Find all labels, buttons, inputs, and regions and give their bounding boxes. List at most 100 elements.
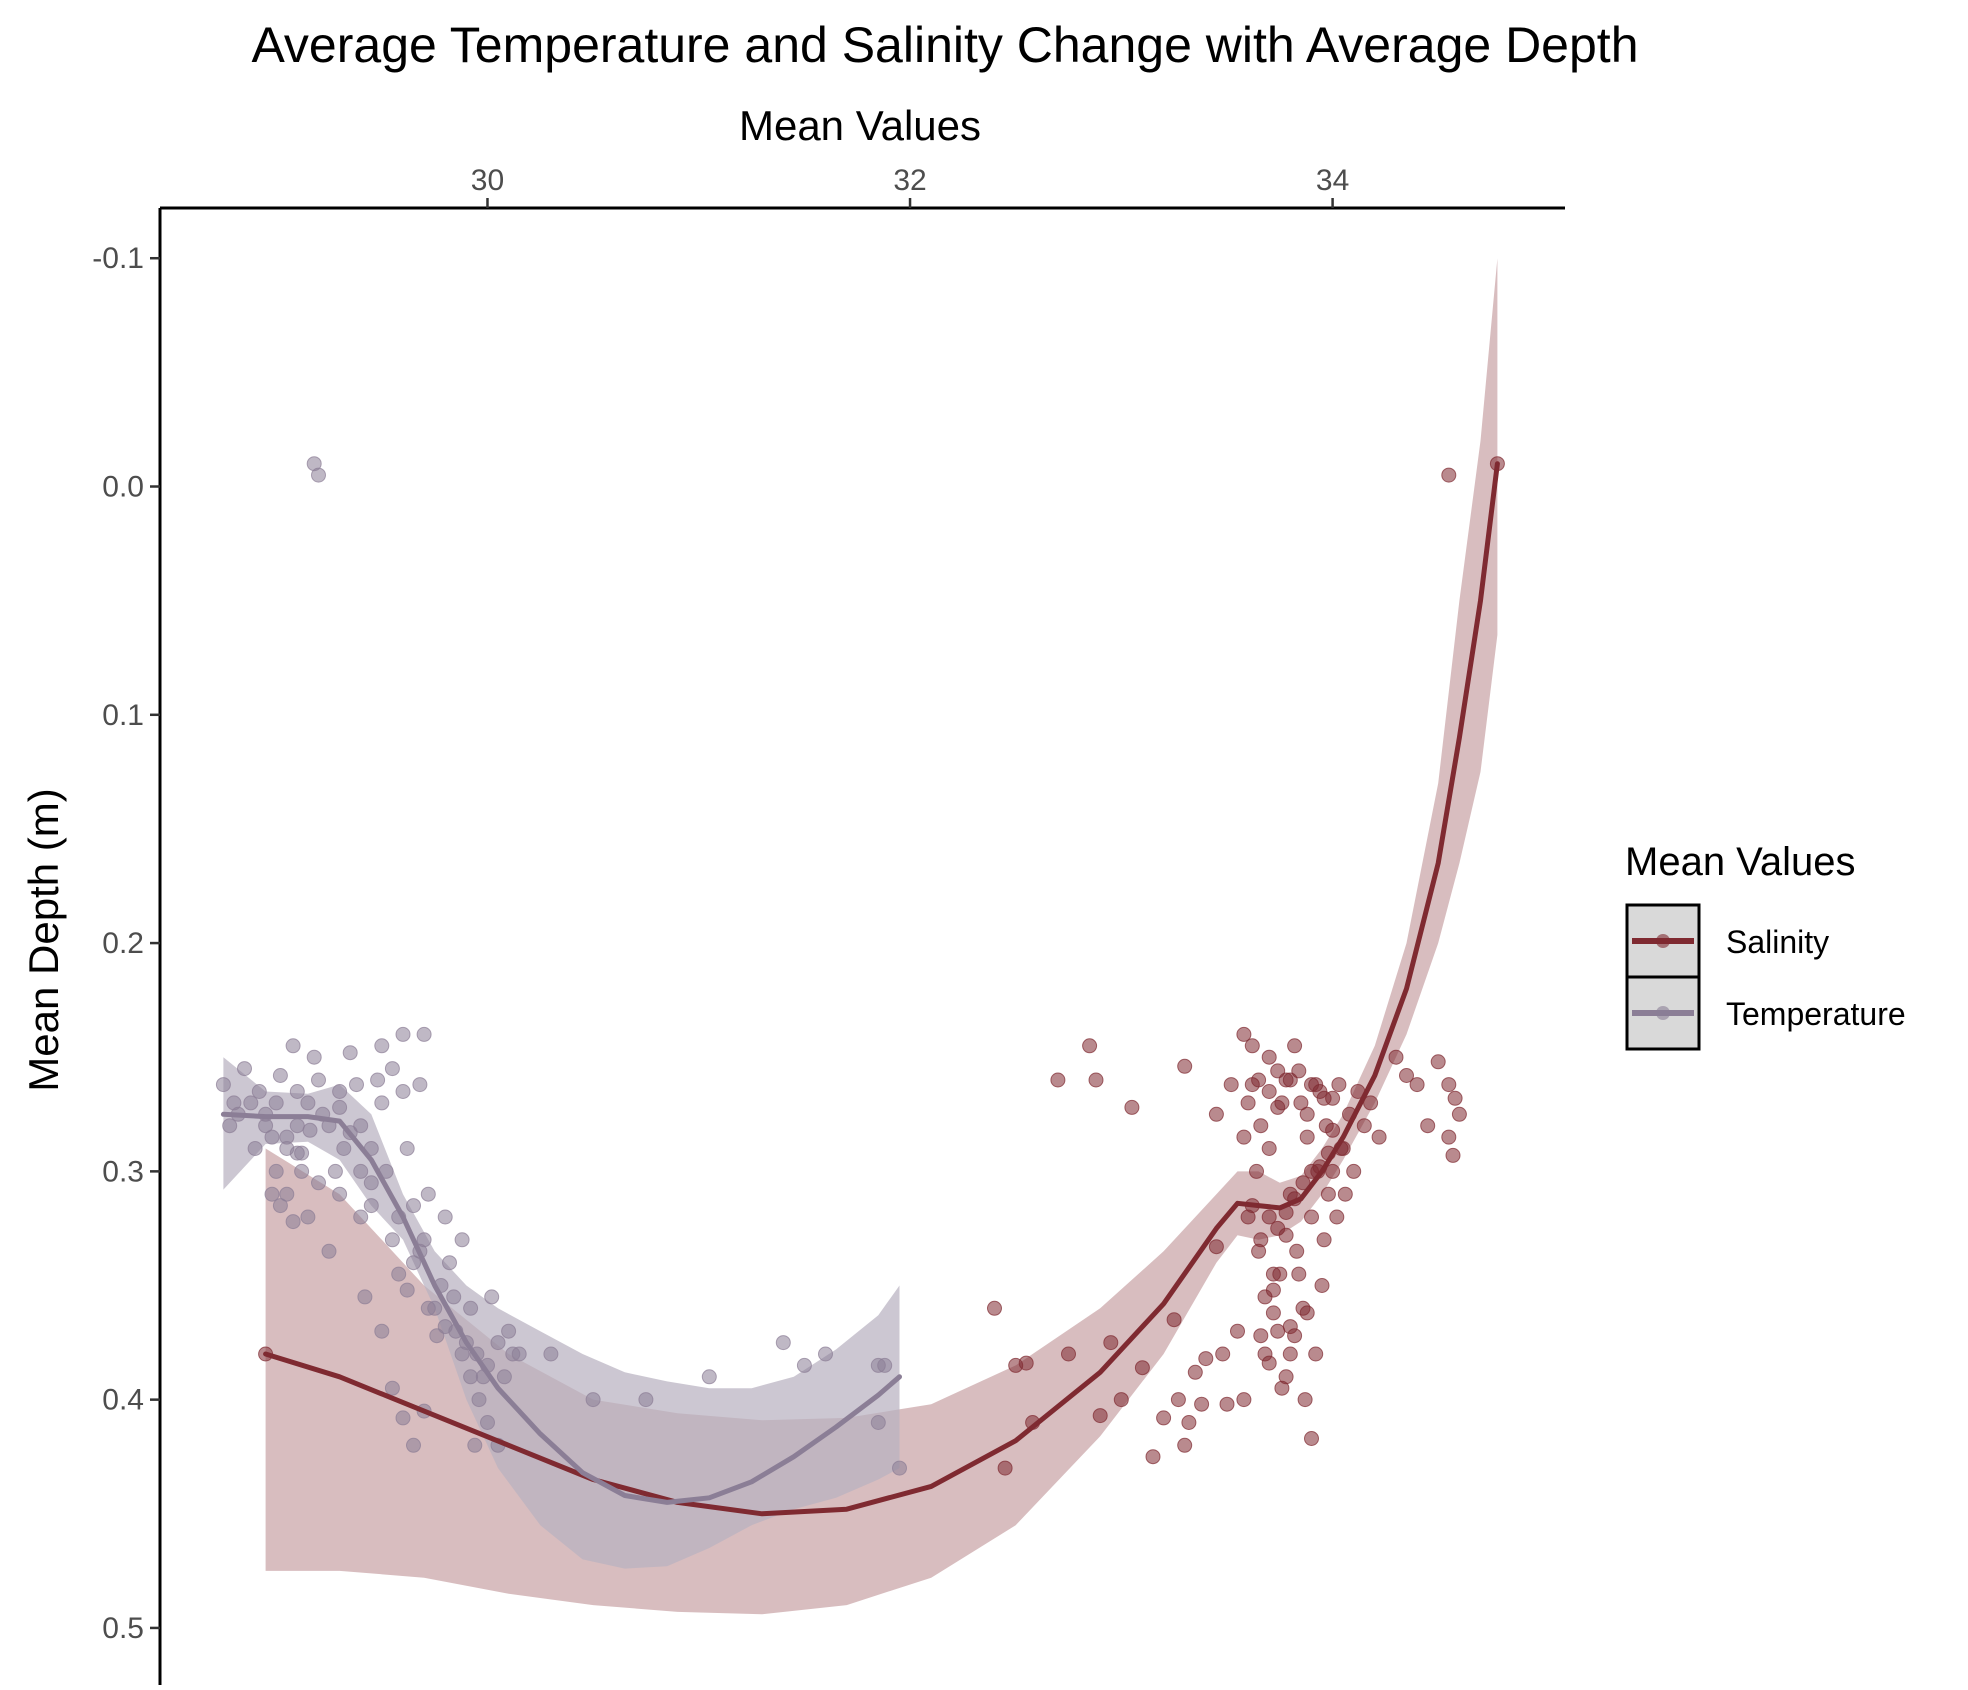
salinity-point-114: [1278, 1227, 1294, 1243]
y-tick-label-4: 0.3: [102, 1155, 144, 1188]
salinity-point-92: [1274, 1095, 1290, 1111]
salinity-point-30: [1230, 1323, 1245, 1339]
temperature-point-40: [374, 1038, 390, 1054]
salinity-confidence-band: [265, 258, 1498, 1615]
temperature-point-77: [543, 1346, 559, 1362]
salinity-point-75: [1371, 1129, 1387, 1145]
salinity-point-27: [1215, 1346, 1231, 1362]
plot-area: [215, 258, 1505, 1615]
salinity-point-81: [1441, 1129, 1457, 1145]
temperature-point-58: [442, 1255, 457, 1271]
temperature-point-13: [272, 1068, 288, 1083]
salinity-point-57: [1308, 1346, 1324, 1362]
temperature-point-82: [796, 1357, 812, 1373]
temperature-point-74: [406, 1437, 421, 1453]
salinity-point-20: [1177, 1058, 1193, 1074]
temperature-point-109: [264, 1186, 280, 1202]
temperature-point-52: [416, 1026, 432, 1042]
temperature-point-106: [480, 1415, 495, 1430]
temperature-point-99: [420, 1300, 436, 1316]
salinity-point-108: [1251, 1243, 1267, 1259]
salinity-point-61: [1316, 1232, 1332, 1248]
salinity-point-119: [1299, 1305, 1315, 1321]
salinity-point-2: [997, 1460, 1013, 1476]
salinity-point-24: [1198, 1351, 1214, 1367]
temperature-point-43: [384, 1232, 400, 1248]
temperature-point-113: [302, 1122, 318, 1138]
temperature-point-69: [501, 1323, 517, 1339]
salinity-point-53: [1299, 1129, 1315, 1145]
salinity-point-111: [1270, 1323, 1286, 1339]
temperature-point-110: [272, 1198, 288, 1214]
temperature-point-67: [490, 1335, 506, 1351]
temperature-point-101: [437, 1319, 453, 1335]
temperature-point-90: [279, 1129, 295, 1145]
salinity-point-9: [1088, 1072, 1104, 1088]
x-tick-label-1: 32: [893, 164, 926, 197]
salinity-point-63: [1320, 1186, 1336, 1202]
chart-title: Average Temperature and Salinity Change …: [251, 17, 1638, 73]
temperature-point-78: [585, 1392, 601, 1408]
salinity-point-69: [1337, 1186, 1353, 1202]
salinity-point-49: [1289, 1243, 1305, 1259]
temperature-point-72: [384, 1380, 400, 1396]
salinity-point-34: [1244, 1038, 1260, 1054]
temperature-point-57: [437, 1209, 453, 1225]
temperature-point-71: [374, 1323, 390, 1339]
temperature-point-16: [285, 1038, 301, 1054]
temperature-point-50: [406, 1255, 421, 1271]
salinity-point-97: [1316, 1090, 1332, 1106]
temperature-point-6: [247, 1141, 263, 1156]
temperature-point-95: [363, 1175, 379, 1191]
temperature-point-19: [294, 1163, 310, 1179]
salinity-point-116: [1261, 1355, 1277, 1371]
salinity-point-104: [1295, 1175, 1311, 1191]
salinity-point-18: [1170, 1392, 1186, 1408]
legend-title: Mean Values: [1625, 840, 1856, 884]
salinity-point-91: [1270, 1063, 1286, 1079]
temperature-point-112: [294, 1145, 310, 1161]
temperature-point-73: [395, 1410, 411, 1426]
legend-key-salinity-point: [1656, 934, 1670, 948]
legend-label-temperature: Temperature: [1726, 996, 1906, 1032]
salinity-point-120: [1265, 1282, 1281, 1298]
salinity-point-19: [1177, 1437, 1193, 1453]
temperature-point-62: [463, 1300, 479, 1316]
salinity-point-93: [1282, 1072, 1298, 1088]
temperature-point-86: [870, 1415, 886, 1430]
salinity-point-14: [1134, 1360, 1150, 1376]
temperature-point-111: [285, 1214, 301, 1230]
salinity-point-33: [1240, 1095, 1256, 1111]
salinity-point-98: [1325, 1122, 1341, 1138]
salinity-point-6: [1050, 1072, 1066, 1088]
salinity-point-76: [1388, 1049, 1404, 1065]
salinity-point-94: [1291, 1063, 1307, 1079]
temperature-point-29: [332, 1186, 348, 1202]
salinity-point-79: [1420, 1118, 1436, 1134]
salinity-point-115: [1253, 1328, 1269, 1344]
temperature-point-105: [471, 1392, 487, 1408]
salinity-point-11: [1103, 1335, 1119, 1351]
temperature-point-21: [300, 1095, 316, 1111]
temperature-point-1: [222, 1118, 238, 1134]
y-tick-label-1: 0.0: [102, 471, 144, 504]
temperature-point-35: [353, 1118, 369, 1134]
salinity-point-52: [1297, 1392, 1313, 1408]
salinity-point-1: [987, 1300, 1002, 1316]
temperature-point-76: [511, 1346, 527, 1362]
salinity-point-80: [1430, 1054, 1446, 1070]
temperature-point-44: [384, 1061, 400, 1077]
salinity-point-4: [1018, 1355, 1034, 1371]
salinity-point-84: [1445, 1147, 1461, 1163]
salinity-point-10: [1092, 1408, 1108, 1424]
temperature-point-83: [818, 1346, 833, 1362]
temperature-point-46: [395, 1026, 411, 1042]
salinity-point-32: [1236, 1026, 1252, 1042]
salinity-point-89: [1253, 1118, 1269, 1134]
temperature-point-11: [268, 1095, 284, 1111]
y-tick-label-0: -0.1: [92, 242, 144, 275]
temperature-point-33: [349, 1077, 364, 1093]
temperature-point-20: [300, 1209, 316, 1225]
salinity-point-40: [1261, 1141, 1277, 1156]
salinity-point-23: [1194, 1396, 1210, 1412]
